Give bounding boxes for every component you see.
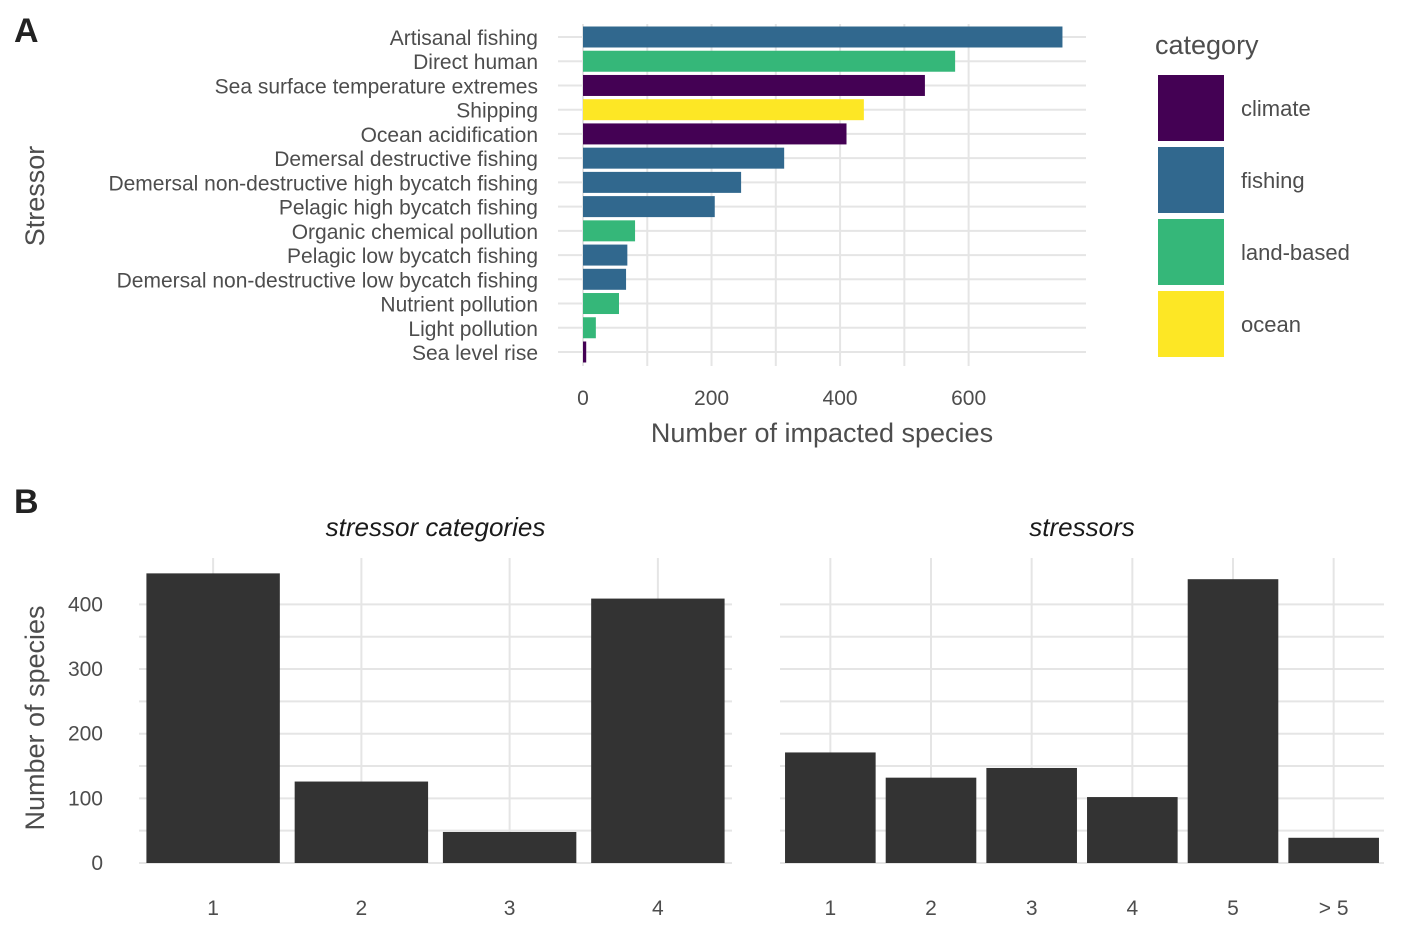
bar-stressors-gt5 <box>1288 837 1379 863</box>
x-tick-label-0: 0 <box>577 387 589 410</box>
y-tick-label-pelagic-low-bycatch-fishing: Pelagic low bycatch fishing <box>287 245 538 268</box>
y-axis-title: Stressor <box>20 146 50 247</box>
bar-demersal-non-destructive-low-bycatch-fishing <box>583 268 627 290</box>
y-tick-label-demersal-destructive-fishing: Demersal destructive fishing <box>274 148 538 171</box>
x-tick-label-2: 2 <box>356 897 368 920</box>
y-tick-label-shipping: Shipping <box>456 100 538 123</box>
x-tick-label-200: 200 <box>694 387 729 410</box>
x-tick-label-gt5: > 5 <box>1319 897 1349 920</box>
y-tick-label-light-pollution: Light pollution <box>408 318 538 341</box>
y-tick-label-100: 100 <box>68 787 103 810</box>
bar-stressors-1 <box>785 752 876 863</box>
y-tick-label-artisanal-fishing: Artisanal fishing <box>390 27 538 50</box>
x-tick-label-4: 4 <box>652 897 664 920</box>
bar-stressors-5 <box>1187 579 1279 863</box>
y-tick-label-ocean-acidification: Ocean acidification <box>361 124 538 147</box>
y-tick-label-nutrient-pollution: Nutrient pollution <box>380 294 538 317</box>
bar-stressor-categories-2 <box>294 781 429 863</box>
y-tick-label-demersal-non-destructive-high-bycatch-fishing: Demersal non-destructive high bycatch fi… <box>108 172 538 195</box>
y-tick-label-direct-human: Direct human <box>413 51 538 74</box>
y-tick-label-demersal-non-destructive-low-bycatch-fishing: Demersal non-destructive low bycatch fis… <box>117 269 538 292</box>
x-tick-label-400: 400 <box>823 387 858 410</box>
y-tick-label-0: 0 <box>91 852 103 875</box>
x-tick-label-5: 5 <box>1227 897 1239 920</box>
legend-label-climate: climate <box>1241 96 1311 121</box>
y-tick-label-400: 400 <box>68 593 103 616</box>
bar-nutrient-pollution <box>583 293 619 315</box>
bar-light-pollution <box>583 317 596 339</box>
x-tick-label-1: 1 <box>824 897 836 920</box>
legend-label-land-based: land-based <box>1241 240 1350 265</box>
bar-stressor-categories-1 <box>146 573 280 863</box>
panel-b-stressors-chart: 1 2 3 4 5 > 5 stressors <box>780 512 1384 920</box>
bar-pelagic-low-bycatch-fishing <box>583 244 628 266</box>
x-tick-label-1: 1 <box>207 897 219 920</box>
x-tick-label-4: 4 <box>1126 897 1138 920</box>
bar-ocean-acidification <box>583 123 847 145</box>
legend-label-ocean: ocean <box>1241 312 1301 337</box>
bar-direct-human <box>583 50 956 72</box>
bar-artisanal-fishing <box>583 26 1063 48</box>
bar-demersal-destructive-fishing <box>583 147 785 169</box>
legend-label-fishing: fishing <box>1241 168 1305 193</box>
legend-swatch-land-based <box>1158 219 1224 285</box>
y-tick-label-sea-surface-temperature-extremes: Sea surface temperature extremes <box>215 75 538 98</box>
legend-swatch-fishing <box>1158 147 1224 213</box>
y-tick-label-200: 200 <box>68 723 103 746</box>
legend-swatch-ocean <box>1158 291 1224 357</box>
bar-stressor-categories-3 <box>442 831 577 863</box>
facet-title-stressors: stressors <box>1029 512 1134 542</box>
bar-shipping <box>583 99 864 121</box>
bar-sea-level-rise <box>583 341 587 363</box>
panel-b-stressor-categories-chart: 1 2 3 4 stressor categories 0 100 200 300 400 Numb… <box>20 512 732 920</box>
facet-title-stressor-categories: stressor categories <box>326 512 546 542</box>
legend-title: category <box>1155 30 1259 60</box>
x-tick-label-3: 3 <box>1026 897 1038 920</box>
legend-swatch-climate <box>1158 75 1224 141</box>
y-tick-label-sea-level-rise: Sea level rise <box>412 342 538 365</box>
bar-sea-surface-temperature-extremes <box>583 74 925 96</box>
x-tick-label-600: 600 <box>951 387 986 410</box>
bar-stressors-4 <box>1087 797 1178 863</box>
category-legend: category climate fishing land-based ocean <box>1155 30 1350 357</box>
bar-stressors-2 <box>885 777 977 863</box>
x-tick-label-2: 2 <box>925 897 937 920</box>
bar-pelagic-high-bycatch-fishing <box>583 196 715 218</box>
y-tick-label-300: 300 <box>68 658 103 681</box>
panel-b-letter: B <box>14 483 39 521</box>
bar-stressor-categories-4 <box>591 598 725 863</box>
bar-stressors-3 <box>986 767 1077 863</box>
y-tick-label-organic-chemical-pollution: Organic chemical pollution <box>292 221 538 244</box>
panel-a-letter: A <box>14 12 39 50</box>
x-tick-label-3: 3 <box>504 897 516 920</box>
bar-organic-chemical-pollution <box>583 220 636 242</box>
y-axis-title-b: Number of species <box>20 605 50 830</box>
y-tick-label-pelagic-high-bycatch-fishing: Pelagic high bycatch fishing <box>279 197 538 220</box>
x-axis-title: Number of impacted species <box>651 418 993 448</box>
bar-demersal-non-destructive-high-bycatch-fishing <box>583 171 742 193</box>
